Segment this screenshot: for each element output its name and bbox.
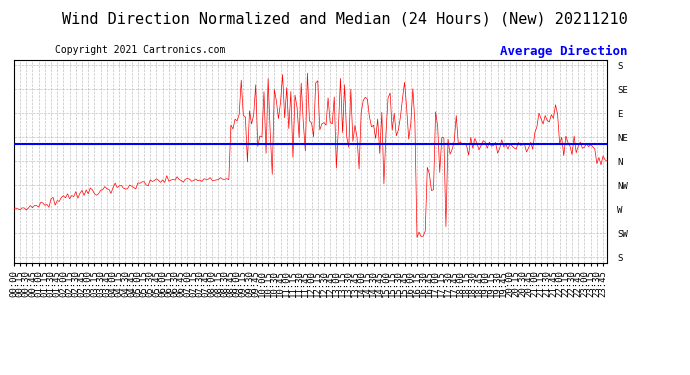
Text: Wind Direction Normalized and Median (24 Hours) (New) 20211210: Wind Direction Normalized and Median (24… [62, 11, 628, 26]
Text: Average Direction: Average Direction [500, 45, 628, 58]
Text: Copyright 2021 Cartronics.com: Copyright 2021 Cartronics.com [55, 45, 226, 55]
